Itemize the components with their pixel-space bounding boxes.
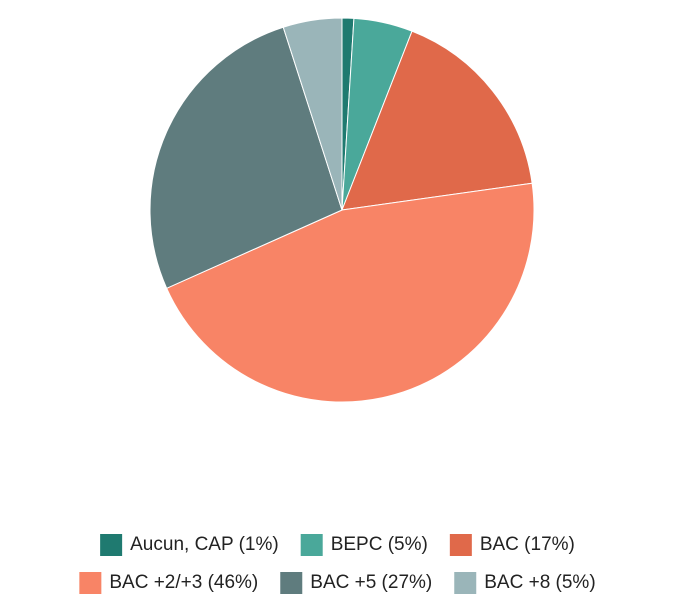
legend-swatch (454, 572, 477, 594)
legend-swatch (79, 572, 102, 594)
legend-label: Aucun, CAP (1%) (130, 534, 279, 555)
pie-slice (149, 26, 343, 289)
legend-swatch (449, 534, 472, 556)
legend-swatch (100, 534, 123, 556)
legend-row: BAC +2/+3 (46%) BAC +5 (27%) BAC +8 (5%) (79, 572, 596, 594)
pie-slice (166, 182, 535, 403)
legend-row: Aucun, CAP (1%) BEPC (5%) BAC (17%) (100, 534, 575, 556)
legend-swatch (280, 572, 303, 594)
legend-label: BAC (17%) (480, 534, 575, 555)
legend-label: BAC +5 (27%) (310, 572, 432, 593)
pie-slice (341, 30, 533, 211)
pie-slice (282, 17, 343, 211)
legend-label: BAC +8 (5%) (484, 572, 595, 593)
legend-swatch (300, 534, 323, 556)
legend-label: BEPC (5%) (331, 534, 428, 555)
legend-label: BAC +2/+3 (46%) (109, 572, 258, 593)
